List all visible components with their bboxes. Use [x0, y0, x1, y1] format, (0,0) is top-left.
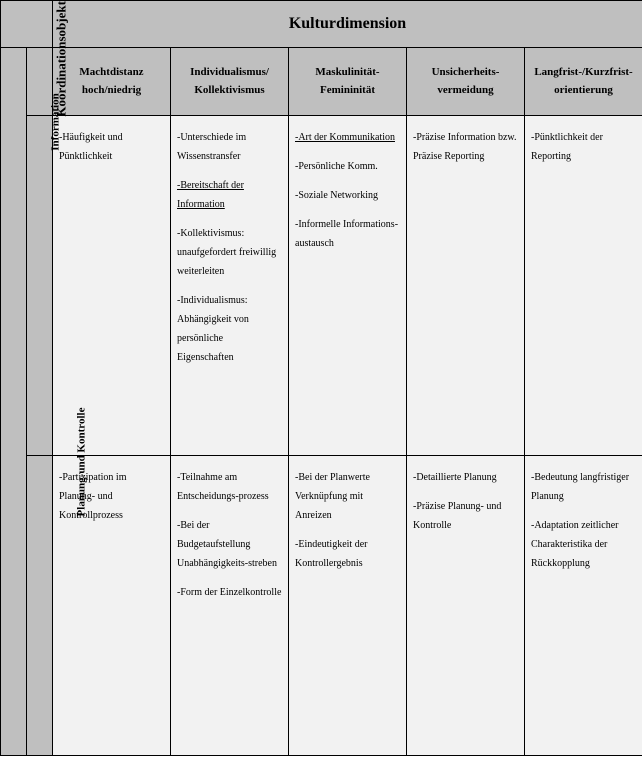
- col-header-2: Maskulinität-Femininität: [289, 48, 407, 116]
- cell-0-1: -Unterschiede im Wissenstransfer-Bereits…: [171, 116, 289, 456]
- cell-0-4: -Pünktlichkeit der Reporting: [525, 116, 642, 456]
- row-label-0: Information: [27, 116, 53, 456]
- cell-1-2: -Bei der Planwerte Verknüpfung mit Anrei…: [289, 456, 407, 756]
- corner-cell: [1, 1, 53, 48]
- cell-0-2: -Art der Kommunikation-Persönliche Komm.…: [289, 116, 407, 456]
- cell-1-4: -Bedeutung langfristiger Planung-Adaptat…: [525, 456, 642, 756]
- cell-0-3: -Präzise Information bzw. Präzise Report…: [407, 116, 525, 456]
- top-title: Kulturdimension: [53, 1, 642, 48]
- corner-cell-2: [27, 48, 53, 116]
- matrix-table: Kulturdimension Koordinationsobjekte Mac…: [0, 0, 642, 756]
- col-header-0: Machtdistanz hoch/niedrig: [53, 48, 171, 116]
- table-row: Planung-und Kontrolle -Partizipation im …: [1, 456, 642, 756]
- cell-1-1: -Teilnahme am Entscheidungs-prozess-Bei …: [171, 456, 289, 756]
- row-label-1: Planung-und Kontrolle: [27, 456, 53, 756]
- cell-0-0: -Häufigkeit und Pünktlichkeit: [53, 116, 171, 456]
- side-label: Koordinationsobjekte: [1, 48, 27, 756]
- col-header-4: Langfrist-/Kurzfrist-orientierung: [525, 48, 642, 116]
- cell-1-0: -Partizipation im Planung- und Kontrollp…: [53, 456, 171, 756]
- table-row: Information -Häufigkeit und Pünktlichkei…: [1, 116, 642, 456]
- cell-1-3: -Detaillierte Planung-Präzise Planung- u…: [407, 456, 525, 756]
- col-header-3: Unsicherheits-vermeidung: [407, 48, 525, 116]
- col-header-1: Individualismus/ Kollektivismus: [171, 48, 289, 116]
